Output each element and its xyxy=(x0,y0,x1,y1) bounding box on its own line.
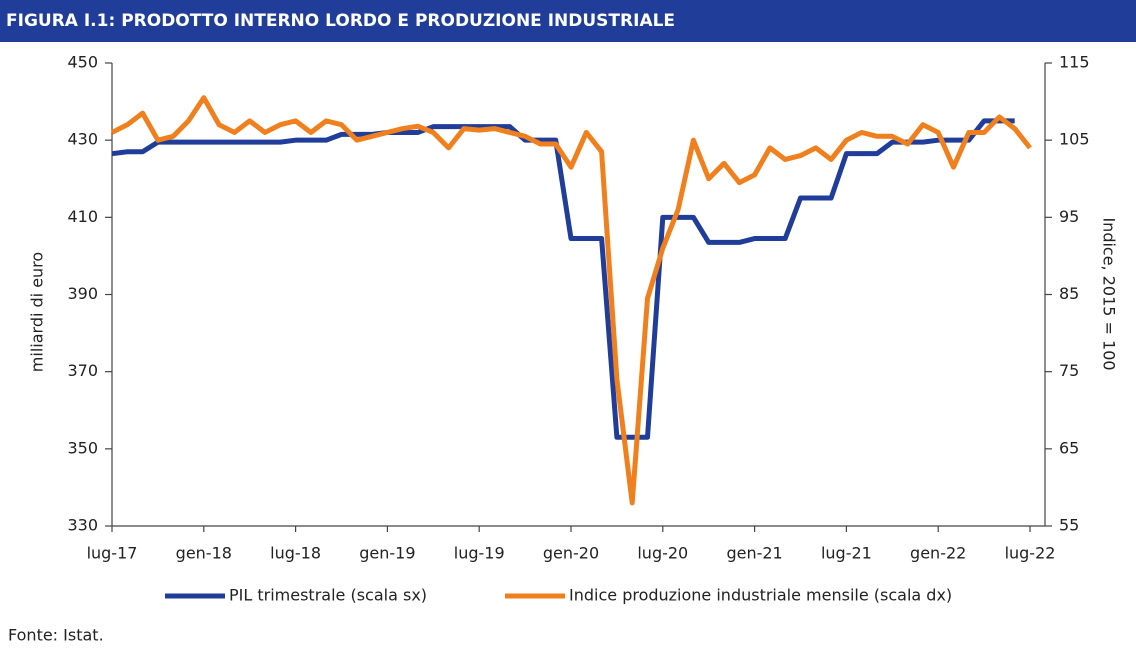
y2-tick-label: 115 xyxy=(1059,53,1090,72)
legend-label: Indice produzione industriale mensile (s… xyxy=(569,586,952,605)
x-tick-label: lug-17 xyxy=(87,544,138,563)
x-tick-label: gen-22 xyxy=(910,544,966,563)
y2-tick-label: 75 xyxy=(1059,361,1079,380)
y-tick-label: 330 xyxy=(67,516,98,535)
x-tick-label: gen-20 xyxy=(543,544,599,563)
x-tick-label: lug-21 xyxy=(821,544,872,563)
y2-tick-label: 105 xyxy=(1059,130,1090,149)
x-tick-label: gen-19 xyxy=(359,544,415,563)
title-bar xyxy=(0,0,1136,42)
y2-tick-label: 65 xyxy=(1059,438,1079,457)
x-tick-label: lug-20 xyxy=(637,544,688,563)
source: Fonte: Istat. xyxy=(8,626,104,645)
x-tick-label: gen-18 xyxy=(176,544,232,563)
y2-tick-label: 95 xyxy=(1059,207,1079,226)
x-tick-label: lug-22 xyxy=(1005,544,1056,563)
y-tick-label: 430 xyxy=(67,130,98,149)
y-tick-label: 350 xyxy=(67,438,98,457)
y-tick-label: 390 xyxy=(67,284,98,303)
chart-title: FIGURA I.1: PRODOTTO INTERNO LORDO E PRO… xyxy=(6,11,675,31)
y-axis-label: miliardi di euro xyxy=(28,252,47,372)
y-tick-label: 450 xyxy=(67,53,98,72)
y-tick-label: 370 xyxy=(67,361,98,380)
x-tick-label: gen-21 xyxy=(726,544,782,563)
legend-label: PIL trimestrale (scala sx) xyxy=(229,586,427,605)
y2-tick-label: 85 xyxy=(1059,284,1079,303)
y2-axis-label: Indice, 2015 = 100 xyxy=(1100,217,1119,370)
x-tick-label: lug-18 xyxy=(270,544,321,563)
y-tick-label: 410 xyxy=(67,207,98,226)
y2-tick-label: 55 xyxy=(1059,516,1079,535)
series-line xyxy=(111,118,1015,440)
x-tick-label: lug-19 xyxy=(454,544,505,563)
series-line xyxy=(110,95,1032,506)
